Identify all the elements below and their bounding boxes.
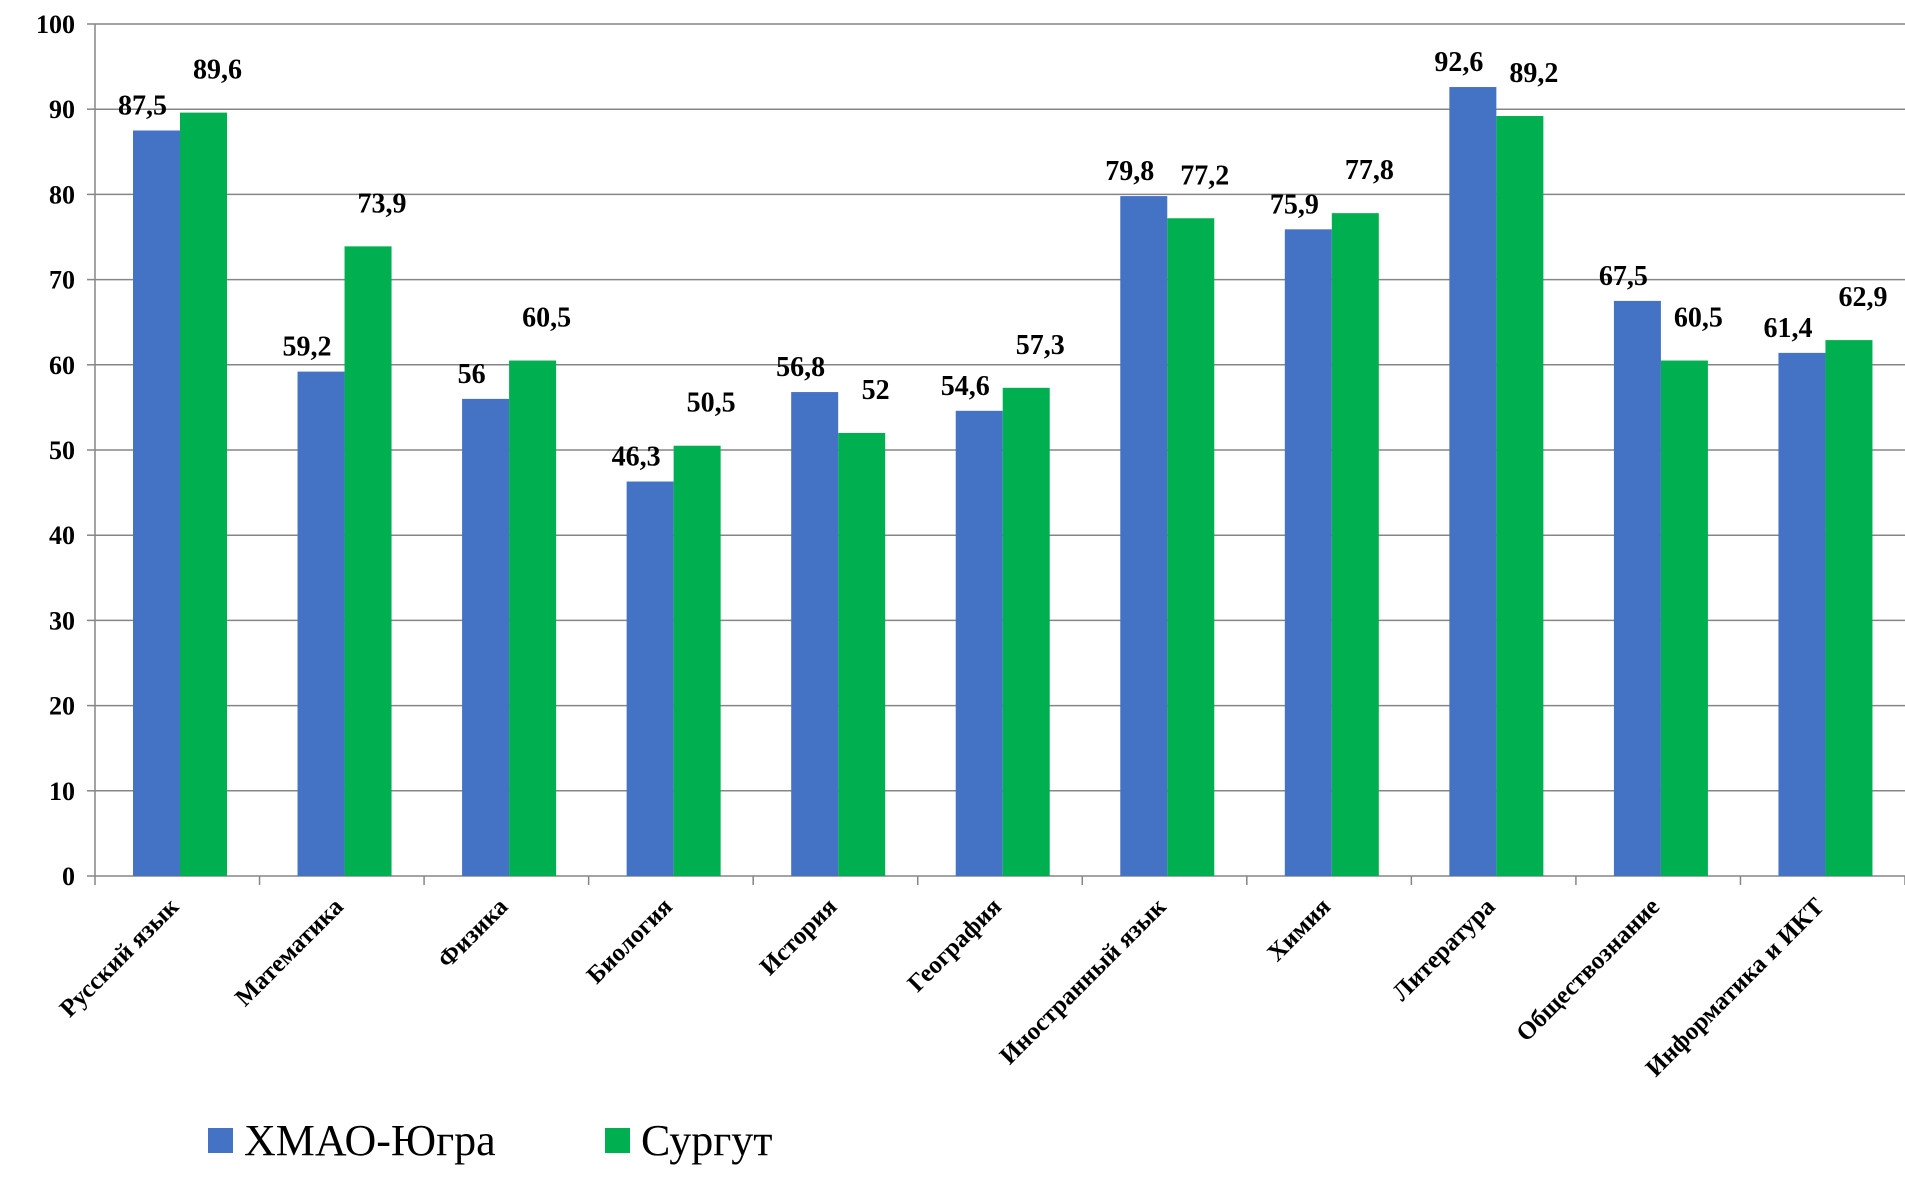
- category-label: Физика: [433, 893, 514, 974]
- bar-khmao: [133, 130, 180, 876]
- bar-khmao: [1449, 87, 1497, 877]
- bar-surgut: [1660, 360, 1708, 876]
- data-label: 89,2: [1509, 58, 1558, 89]
- bar-surgut: [1002, 387, 1050, 876]
- bar-surgut: [180, 112, 227, 876]
- y-tick-label: 20: [49, 692, 75, 721]
- legend-label: ХМАО-Югра: [244, 1116, 496, 1165]
- bar-surgut: [509, 360, 557, 876]
- data-label: 77,8: [1345, 155, 1394, 186]
- category-label: Литература: [1387, 893, 1501, 1007]
- data-label: 56,8: [776, 352, 825, 383]
- category-label: Информатика и ИКТ: [1641, 893, 1830, 1082]
- category-label: География: [903, 893, 1007, 997]
- data-label: 62,9: [1838, 282, 1887, 313]
- y-tick-label: 100: [36, 10, 75, 39]
- data-label: 67,5: [1599, 261, 1648, 292]
- bar-surgut: [1331, 213, 1379, 877]
- bar-khmao: [1778, 352, 1826, 876]
- data-label: 87,5: [118, 91, 167, 122]
- y-tick-label: 50: [49, 436, 75, 465]
- bar-surgut: [1496, 116, 1544, 877]
- bar-khmao: [462, 398, 510, 876]
- bar-surgut: [344, 246, 392, 876]
- data-label: 54,6: [941, 371, 990, 402]
- data-label: 61,4: [1763, 313, 1812, 344]
- data-label: 79,8: [1105, 156, 1154, 187]
- category-label: Химия: [1262, 893, 1336, 967]
- data-label: 50,5: [687, 388, 736, 419]
- data-label: 46,3: [612, 442, 661, 473]
- category-label: Русский язык: [55, 893, 185, 1023]
- bar-khmao: [1284, 229, 1332, 876]
- y-tick-label: 40: [49, 521, 75, 550]
- bar-khmao: [955, 410, 1003, 876]
- data-label: 60,5: [522, 303, 571, 334]
- data-label: 52: [862, 375, 890, 406]
- bar-surgut: [838, 432, 886, 876]
- y-tick-label: 30: [49, 606, 75, 635]
- data-label: 89,6: [193, 55, 242, 86]
- y-tick-label: 80: [49, 180, 75, 209]
- category-label: История: [755, 893, 843, 981]
- data-label: 92,6: [1434, 47, 1483, 78]
- category-label: Биология: [582, 893, 678, 989]
- data-label: 73,9: [358, 188, 407, 219]
- legend-swatch: [605, 1128, 630, 1153]
- y-tick-label: 90: [49, 95, 75, 124]
- y-tick-label: 10: [49, 777, 75, 806]
- y-tick-label: 60: [49, 351, 75, 380]
- data-label: 57,3: [1016, 330, 1065, 361]
- category-label: Математика: [230, 893, 349, 1012]
- category-label: Обществознание: [1511, 893, 1665, 1047]
- bar-khmao: [297, 371, 345, 876]
- data-label: 60,5: [1674, 303, 1723, 334]
- data-label: 59,2: [283, 332, 332, 363]
- bar-surgut: [1825, 340, 1873, 876]
- bar-khmao: [1120, 196, 1168, 876]
- data-label: 77,2: [1180, 160, 1229, 191]
- legend-label: Сургут: [641, 1116, 773, 1165]
- category-label: Иностранный язык: [995, 893, 1172, 1070]
- y-tick-label: 0: [62, 862, 75, 891]
- bar-surgut: [673, 445, 721, 876]
- data-label: 56: [458, 359, 486, 390]
- bar-khmao: [626, 481, 674, 876]
- data-label: 75,9: [1270, 189, 1319, 220]
- bar-khmao: [1613, 300, 1661, 876]
- y-tick-label: 70: [49, 266, 75, 295]
- legend-swatch: [208, 1128, 233, 1153]
- bar-surgut: [1167, 218, 1215, 877]
- bar-khmao: [791, 392, 839, 876]
